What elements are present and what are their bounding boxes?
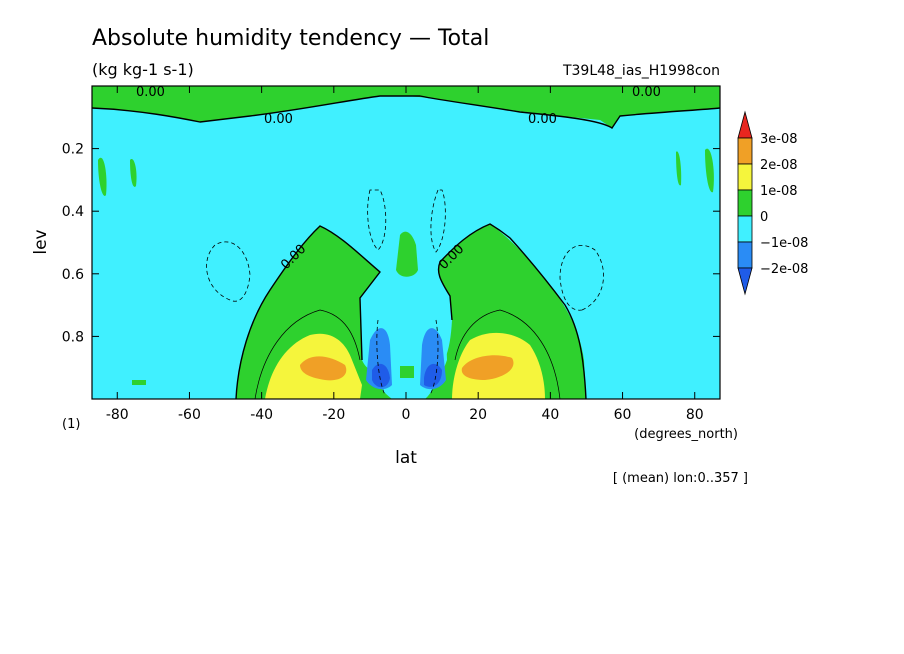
contour-fill-darkblue-right: [424, 363, 442, 387]
y-axis-label: lev: [31, 229, 51, 254]
contour-fill-equator: [400, 366, 414, 378]
y-axis-units: (1): [62, 417, 80, 432]
contour-fill-orange-left: [300, 356, 347, 381]
contour-label: 0.00: [528, 112, 557, 127]
x-tick-label: 0: [402, 407, 411, 423]
x-axis-units: (degrees_north): [634, 427, 738, 442]
colorbar-label: 2e-08: [760, 158, 798, 173]
zero-contour: [235, 225, 381, 399]
negative-contour: [376, 319, 386, 396]
negative-contour: [559, 245, 604, 311]
x-tick-label: -40: [250, 407, 273, 423]
contour-lines: [92, 95, 720, 399]
y-tick-label: 0.2: [62, 142, 84, 158]
contour-fill-island: [98, 157, 107, 196]
y-tick-label: 0.6: [62, 267, 84, 283]
positive-contour: [254, 309, 361, 399]
contour-fill-orange-right: [461, 355, 514, 380]
y-tick-label: 0.4: [62, 204, 84, 220]
colorbar-segment: [737, 163, 753, 191]
contour-label: 0.00: [632, 85, 661, 100]
contour-fill-center-column: [396, 231, 418, 277]
x-tick-label: 80: [686, 407, 704, 423]
colorbar-label: 3e-08: [760, 132, 798, 147]
colorbar-label: −2e-08: [760, 262, 808, 277]
contour-fill-darkblue-left: [372, 363, 390, 388]
zero-contour: [92, 95, 720, 129]
x-axis-label: lat: [395, 448, 417, 468]
colorbar-label: 0: [760, 210, 768, 225]
x-tick-label: 60: [614, 407, 632, 423]
colorbar: 3e-08 2e-08 1e-08 0 −1e-08 −2e-08: [737, 110, 808, 296]
contour-fields: [92, 86, 720, 399]
negative-contour: [429, 319, 439, 396]
negative-contour: [367, 189, 387, 251]
x-tick-label: 40: [541, 407, 559, 423]
x-tick-label: -20: [322, 407, 345, 423]
contour-label: 0.00: [136, 85, 165, 100]
y-axis: 0.2 0.4 0.6 0.8: [62, 142, 720, 345]
contour-fill-island: [705, 148, 714, 193]
colorbar-segment: [737, 241, 753, 269]
colorbar-arrow-bottom: [737, 267, 753, 296]
units-label: (kg kg-1 s-1): [92, 60, 194, 79]
contour-fill-island: [130, 159, 137, 187]
contour-fill-top-band: [92, 86, 720, 128]
plot-area: 0.00 0.00 0.00 0.00 0.00 0.00 -80 -60 -40-…: [62, 85, 721, 423]
colorbar-segment: [737, 189, 753, 217]
colorbar-label: −1e-08: [760, 236, 808, 251]
contour-fill-patch: [132, 380, 146, 385]
chart-title: Absolute humidity tendency — Total: [92, 26, 489, 51]
colorbar-arrow-top: [737, 110, 753, 139]
run-label: T39L48_ias_H1998con: [562, 63, 720, 79]
x-tick-label: -80: [106, 407, 129, 423]
colorbar-segment: [737, 137, 753, 165]
colorbar-label: 1e-08: [760, 184, 798, 199]
x-tick-label: 20: [469, 407, 487, 423]
zero-contour: [437, 223, 587, 399]
negative-contour: [430, 189, 446, 253]
contour-fill-island: [676, 151, 682, 186]
x-axis: -80 -60 -40 -20 0 20 40 60 80: [106, 86, 704, 423]
positive-contour: [454, 309, 561, 399]
mean-note: [ (mean) lon:0..357 ]: [613, 471, 748, 486]
contour-label: 0.00: [264, 112, 293, 127]
y-tick-label: 0.8: [62, 329, 84, 345]
x-tick-label: -60: [178, 407, 201, 423]
colorbar-segment: [737, 215, 753, 243]
